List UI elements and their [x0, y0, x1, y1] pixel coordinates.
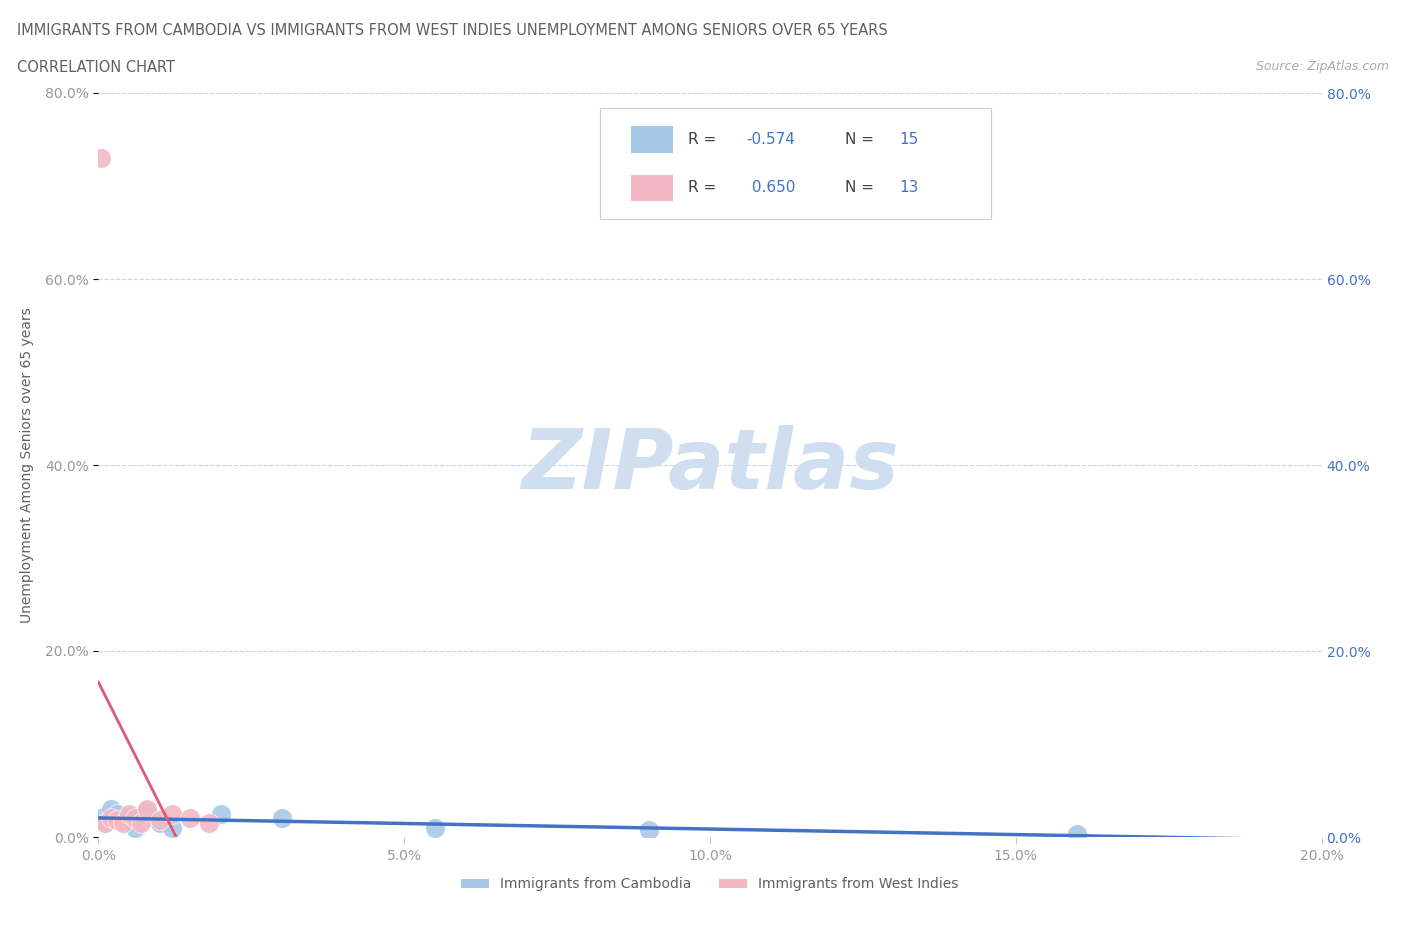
Point [160, 806, 183, 821]
Y-axis label: Unemployment Among Seniors over 65 years: Unemployment Among Seniors over 65 years [20, 307, 34, 623]
Point [209, 806, 232, 821]
Point [124, 820, 146, 835]
Text: R =: R = [688, 132, 716, 147]
Text: N =: N = [845, 180, 873, 195]
Text: CORRELATION CHART: CORRELATION CHART [17, 60, 174, 75]
Point [105, 806, 128, 821]
Point [111, 816, 134, 830]
Legend: Immigrants from Cambodia, Immigrants from West Indies: Immigrants from Cambodia, Immigrants fro… [456, 872, 965, 897]
Point [423, 820, 446, 835]
Point [1066, 827, 1088, 842]
Text: -0.574: -0.574 [747, 132, 796, 147]
Point [118, 809, 141, 824]
Point [179, 811, 201, 826]
Text: N =: N = [845, 132, 873, 147]
Point [100, 811, 122, 826]
Point [149, 813, 172, 828]
Point [100, 802, 122, 817]
Point [90, 811, 112, 826]
Text: 13: 13 [900, 180, 920, 195]
Text: R =: R = [688, 180, 716, 195]
Point [111, 813, 134, 828]
Point [197, 816, 219, 830]
Text: Source: ZipAtlas.com: Source: ZipAtlas.com [1256, 60, 1389, 73]
Point [270, 811, 292, 826]
Text: 15: 15 [900, 132, 920, 147]
Text: IMMIGRANTS FROM CAMBODIA VS IMMIGRANTS FROM WEST INDIES UNEMPLOYMENT AMONG SENIO: IMMIGRANTS FROM CAMBODIA VS IMMIGRANTS F… [17, 23, 887, 38]
Point [149, 816, 172, 830]
Point [90, 151, 112, 166]
Point [136, 802, 159, 817]
Point [124, 811, 146, 826]
FancyBboxPatch shape [630, 126, 673, 153]
Point [637, 822, 661, 837]
Point [93, 816, 115, 830]
Point [160, 820, 183, 835]
Point [136, 804, 159, 818]
FancyBboxPatch shape [630, 175, 673, 201]
Point [105, 813, 128, 828]
Point [118, 806, 141, 821]
Text: ZIPatlas: ZIPatlas [522, 424, 898, 506]
Point [129, 816, 152, 830]
FancyBboxPatch shape [600, 108, 991, 219]
Point [93, 816, 115, 830]
Text: 0.650: 0.650 [747, 180, 796, 195]
